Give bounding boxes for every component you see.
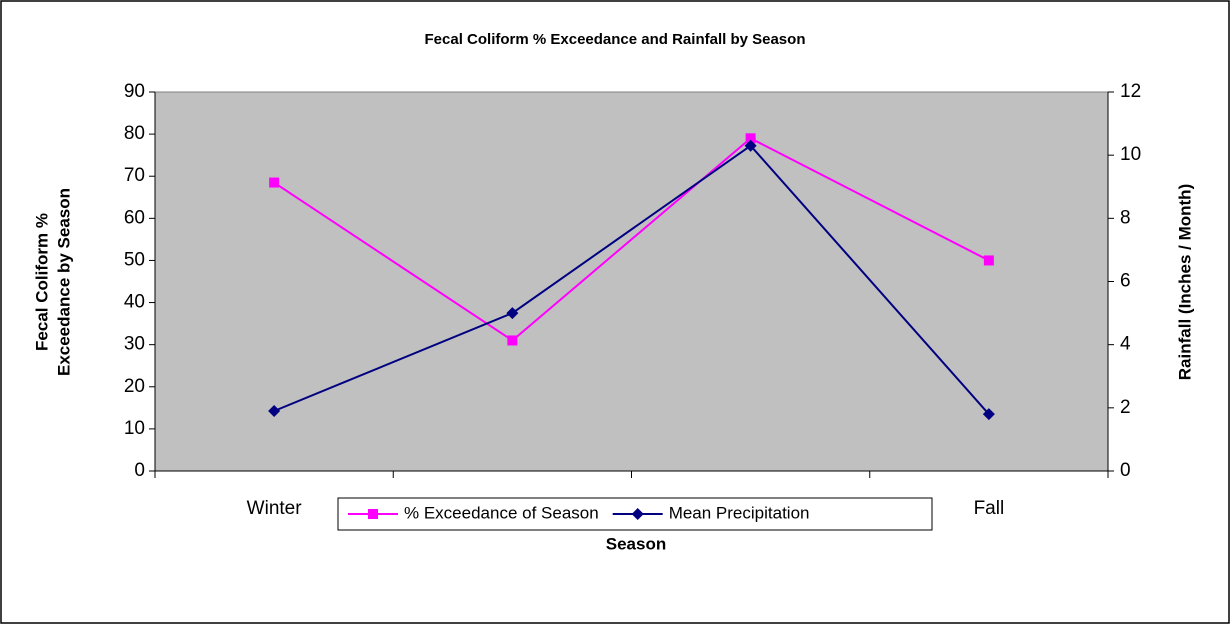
legend-marker bbox=[631, 508, 644, 520]
series-line bbox=[273, 137, 990, 342]
y-tick-label: 80 bbox=[124, 123, 145, 144]
data-point bbox=[982, 408, 995, 421]
y2-tick-label: 6 bbox=[1120, 271, 1131, 292]
legend-label: Mean Precipitation bbox=[669, 503, 810, 522]
series-line bbox=[273, 144, 990, 415]
data-point bbox=[269, 177, 280, 188]
y-tick-label: 10 bbox=[124, 418, 145, 439]
data-point bbox=[507, 335, 518, 346]
y-axis-label: Fecal Coliform % bbox=[32, 213, 51, 351]
y-tick-label: 20 bbox=[124, 376, 145, 397]
x-axis-label: Season bbox=[606, 534, 666, 553]
legend-marker bbox=[368, 509, 378, 519]
y-axis-label: Exceedance by Season bbox=[54, 188, 73, 376]
data-point bbox=[745, 133, 756, 144]
chart-title: Fecal Coliform % Exceedance and Rainfall… bbox=[425, 31, 806, 48]
y-tick-label: 60 bbox=[124, 207, 145, 228]
y2-tick-label: 10 bbox=[1120, 144, 1141, 165]
y-tick-label: 40 bbox=[124, 292, 145, 313]
legend-label: % Exceedance of Season bbox=[404, 503, 599, 522]
data-point bbox=[268, 404, 281, 417]
y2-axis-label: Rainfall (Inches / Month) bbox=[1175, 184, 1194, 380]
data-point bbox=[506, 307, 519, 320]
y2-tick-label: 8 bbox=[1120, 207, 1131, 228]
y-tick-label: 70 bbox=[124, 165, 145, 186]
y2-tick-label: 4 bbox=[1120, 334, 1131, 355]
x-tick-label: Fall bbox=[974, 498, 1005, 519]
y-tick-label: 0 bbox=[134, 460, 145, 481]
y2-tick-label: 0 bbox=[1120, 460, 1131, 481]
y2-tick-label: 2 bbox=[1120, 397, 1131, 418]
y-tick-label: 90 bbox=[124, 81, 145, 102]
plot-area bbox=[154, 91, 1109, 472]
y2-tick-label: 12 bbox=[1120, 81, 1141, 102]
y-tick-label: 30 bbox=[124, 334, 145, 355]
data-point bbox=[744, 139, 757, 152]
data-point bbox=[983, 255, 994, 266]
x-tick-label: Winter bbox=[247, 498, 303, 519]
y-tick-label: 50 bbox=[124, 249, 145, 270]
